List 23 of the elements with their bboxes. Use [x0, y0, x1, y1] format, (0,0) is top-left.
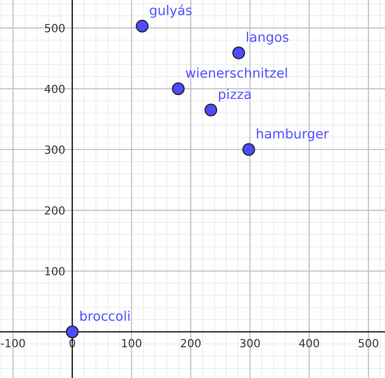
- point: [242, 143, 256, 156]
- point: [204, 104, 218, 116]
- point: [136, 20, 149, 32]
- y-tick-label: 500: [44, 24, 65, 32]
- point: [172, 82, 185, 96]
- y-tick-label: 300: [44, 145, 65, 154]
- annotation: langos: [246, 32, 288, 45]
- x-tick-label: 400: [299, 338, 320, 348]
- y-tick-label: 100: [45, 267, 65, 276]
- annotation: pizza: [219, 88, 251, 102]
- x-tick-label: 100: [122, 338, 142, 348]
- annotation: wienerschnitzel: [186, 68, 287, 78]
- annotation: hamburger: [256, 128, 329, 142]
- x-tick-label: 200: [180, 338, 201, 348]
- x-tick-label: 300: [240, 338, 260, 348]
- point: [232, 46, 246, 60]
- annotation: broccoli: [80, 310, 130, 321]
- y-tick-label: 400: [44, 84, 65, 94]
- x-tick-label: -100: [0, 338, 25, 348]
- annotation: gulyás: [150, 4, 192, 18]
- x-tick-label: 500: [358, 338, 378, 348]
- y-tick-label: 200: [44, 206, 65, 215]
- point: [66, 325, 79, 338]
